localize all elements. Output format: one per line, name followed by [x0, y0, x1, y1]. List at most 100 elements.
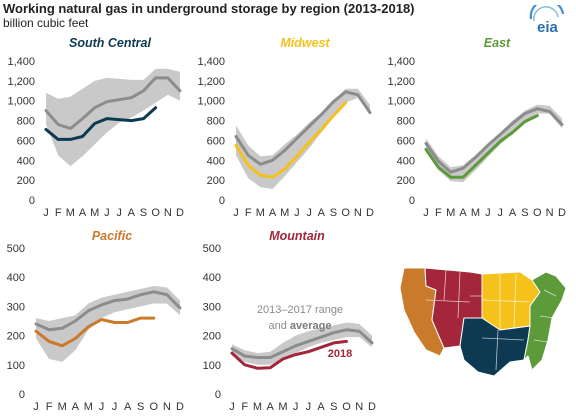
y-tick-label: 1,000	[7, 96, 35, 108]
x-tick-label: M	[446, 207, 455, 219]
x-tick-label: A	[269, 207, 277, 219]
current-line-pacific	[34, 316, 156, 348]
y-tick-label: 800	[207, 116, 225, 128]
x-tick-label: J	[497, 207, 503, 219]
y-tick-label: 1,200	[197, 76, 225, 88]
state-border	[457, 271, 461, 319]
map-region-east	[523, 271, 567, 371]
regions-map	[399, 267, 567, 377]
x-tick-label: M	[278, 401, 287, 413]
state-border	[539, 315, 555, 319]
y-tick-label: 600	[207, 135, 225, 147]
x-tick-label: M	[253, 401, 262, 413]
y-tick-label: 200	[203, 331, 221, 343]
state-border	[481, 299, 531, 303]
x-tick-label: A	[124, 401, 132, 413]
current-line-east	[424, 114, 539, 179]
y-tick-label: 400	[7, 272, 25, 284]
chart-south-central: South Central 0 200 400 600 800 1,000 1,200 1,40…	[7, 36, 184, 219]
x-tick-label: O	[150, 401, 159, 413]
y-tick-label: 200	[207, 175, 225, 187]
x-tick-label: M	[256, 207, 265, 219]
y-tick-label: 0	[19, 389, 25, 401]
y-tick-label: 1,000	[387, 96, 415, 108]
y-tick-label: 0	[215, 389, 221, 401]
x-tick-label: M	[471, 207, 480, 219]
x-tick-label: S	[330, 207, 337, 219]
x-tick-label: J	[229, 401, 235, 413]
x-tick-label: N	[163, 401, 171, 413]
y-tick-label: 500	[203, 243, 221, 255]
x-tick-label: O	[342, 401, 351, 413]
x-tick-label: M	[84, 401, 93, 413]
state-border	[425, 299, 471, 303]
x-tick-label: D	[176, 207, 184, 219]
x-tick-label: A	[128, 207, 136, 219]
y-tick-label: 600	[397, 135, 415, 147]
x-tick-label: J	[116, 207, 122, 219]
x-tick-label: J	[233, 207, 239, 219]
range-band-east	[426, 104, 562, 183]
x-tick-label: J	[112, 401, 118, 413]
y-tick-label: 300	[7, 301, 25, 313]
y-tick-label: 0	[219, 195, 225, 207]
x-tick-label: J	[423, 207, 429, 219]
x-tick-label: D	[176, 401, 184, 413]
x-tick-label: S	[137, 401, 144, 413]
y-tick-label: 0	[409, 195, 415, 207]
y-tick-label: 400	[397, 155, 415, 167]
range-band-south-central	[46, 68, 180, 167]
x-tick-label: J	[33, 401, 39, 413]
average-line-pacific	[34, 290, 182, 332]
y-tick-label: 1,200	[7, 76, 35, 88]
average-annotation: and average	[268, 320, 331, 332]
y-tick-label: 200	[17, 175, 35, 187]
x-tick-label: S	[140, 207, 147, 219]
x-tick-label: A	[79, 207, 87, 219]
x-tick-label: A	[267, 401, 275, 413]
x-tick-label: F	[55, 207, 62, 219]
x-tick-label: M	[280, 207, 289, 219]
map-region-south-central	[459, 317, 531, 377]
current-line-mountain	[230, 339, 348, 370]
average-line-mountain	[230, 328, 374, 359]
x-tick-label: D	[366, 207, 374, 219]
y-tick-label: 500	[7, 243, 25, 255]
x-tick-label: O	[151, 207, 160, 219]
and-word: and	[268, 320, 289, 332]
year-annotation: 2018	[328, 348, 352, 360]
x-tick-label: N	[546, 207, 554, 219]
state-border	[543, 289, 557, 297]
average-line-midwest	[234, 90, 372, 166]
y-tick-label: 1,400	[387, 56, 415, 68]
x-tick-label: M	[58, 401, 67, 413]
current-line-midwest	[234, 101, 348, 179]
x-tick-label: F	[435, 207, 442, 219]
average-line-south-central	[44, 76, 182, 130]
page-subtitle: billion cubic feet	[3, 16, 89, 30]
eia-logo: eia	[529, 5, 565, 35]
y-tick-label: 0	[29, 195, 35, 207]
x-tick-label: M	[90, 207, 99, 219]
x-tick-label: J	[104, 207, 110, 219]
state-border	[443, 269, 447, 301]
average-line-east	[424, 107, 564, 174]
x-tick-label: J	[99, 401, 105, 413]
y-tick-label: 400	[17, 155, 35, 167]
range-band-midwest	[236, 88, 370, 190]
chart-title-east: East	[484, 36, 511, 50]
x-tick-label: A	[317, 401, 325, 413]
x-tick-label: J	[43, 207, 49, 219]
x-tick-label: J	[293, 401, 299, 413]
x-tick-label: D	[558, 207, 566, 219]
x-tick-label: N	[355, 401, 363, 413]
range-annotation: 2013–2017 range	[257, 304, 343, 316]
x-tick-label: S	[330, 401, 337, 413]
x-tick-label: J	[485, 207, 491, 219]
state-border	[481, 337, 525, 341]
y-tick-label: 1,200	[387, 76, 415, 88]
x-tick-label: F	[46, 401, 53, 413]
